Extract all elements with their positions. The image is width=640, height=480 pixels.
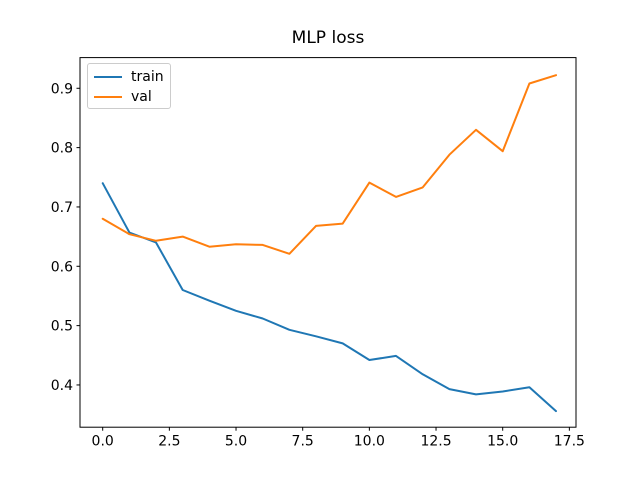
legend: train val	[87, 63, 171, 109]
x-tick-label: 2.5	[158, 434, 180, 450]
train-series-line	[101, 182, 557, 413]
y-tick-label: 0.8	[51, 141, 73, 157]
val-series-line	[101, 74, 557, 255]
legend-label-val: val	[131, 89, 152, 105]
x-tick-label: 12.5	[420, 434, 451, 450]
chart-title: MLP loss	[291, 28, 365, 48]
legend-item-val: val	[94, 87, 170, 107]
x-tick-label: 7.5	[292, 434, 314, 450]
val-line-swatch	[94, 96, 122, 98]
y-tick-label: 0.5	[51, 319, 73, 335]
x-tick-label: 10.0	[354, 434, 385, 450]
y-tick-label: 0.9	[51, 81, 73, 97]
x-tick-label: 5.0	[225, 434, 247, 450]
x-tick-label: 0.0	[92, 434, 114, 450]
y-tick-label: 0.7	[51, 200, 73, 216]
y-tick-label: 0.4	[51, 378, 73, 394]
x-tick-label: 15.0	[487, 434, 518, 450]
legend-item-train: train	[94, 67, 170, 87]
axes-frame	[79, 57, 577, 428]
x-tick-label: 17.5	[554, 434, 585, 450]
legend-label-train: train	[131, 69, 164, 85]
train-line-swatch	[94, 76, 122, 78]
y-tick-label: 0.6	[51, 259, 73, 275]
